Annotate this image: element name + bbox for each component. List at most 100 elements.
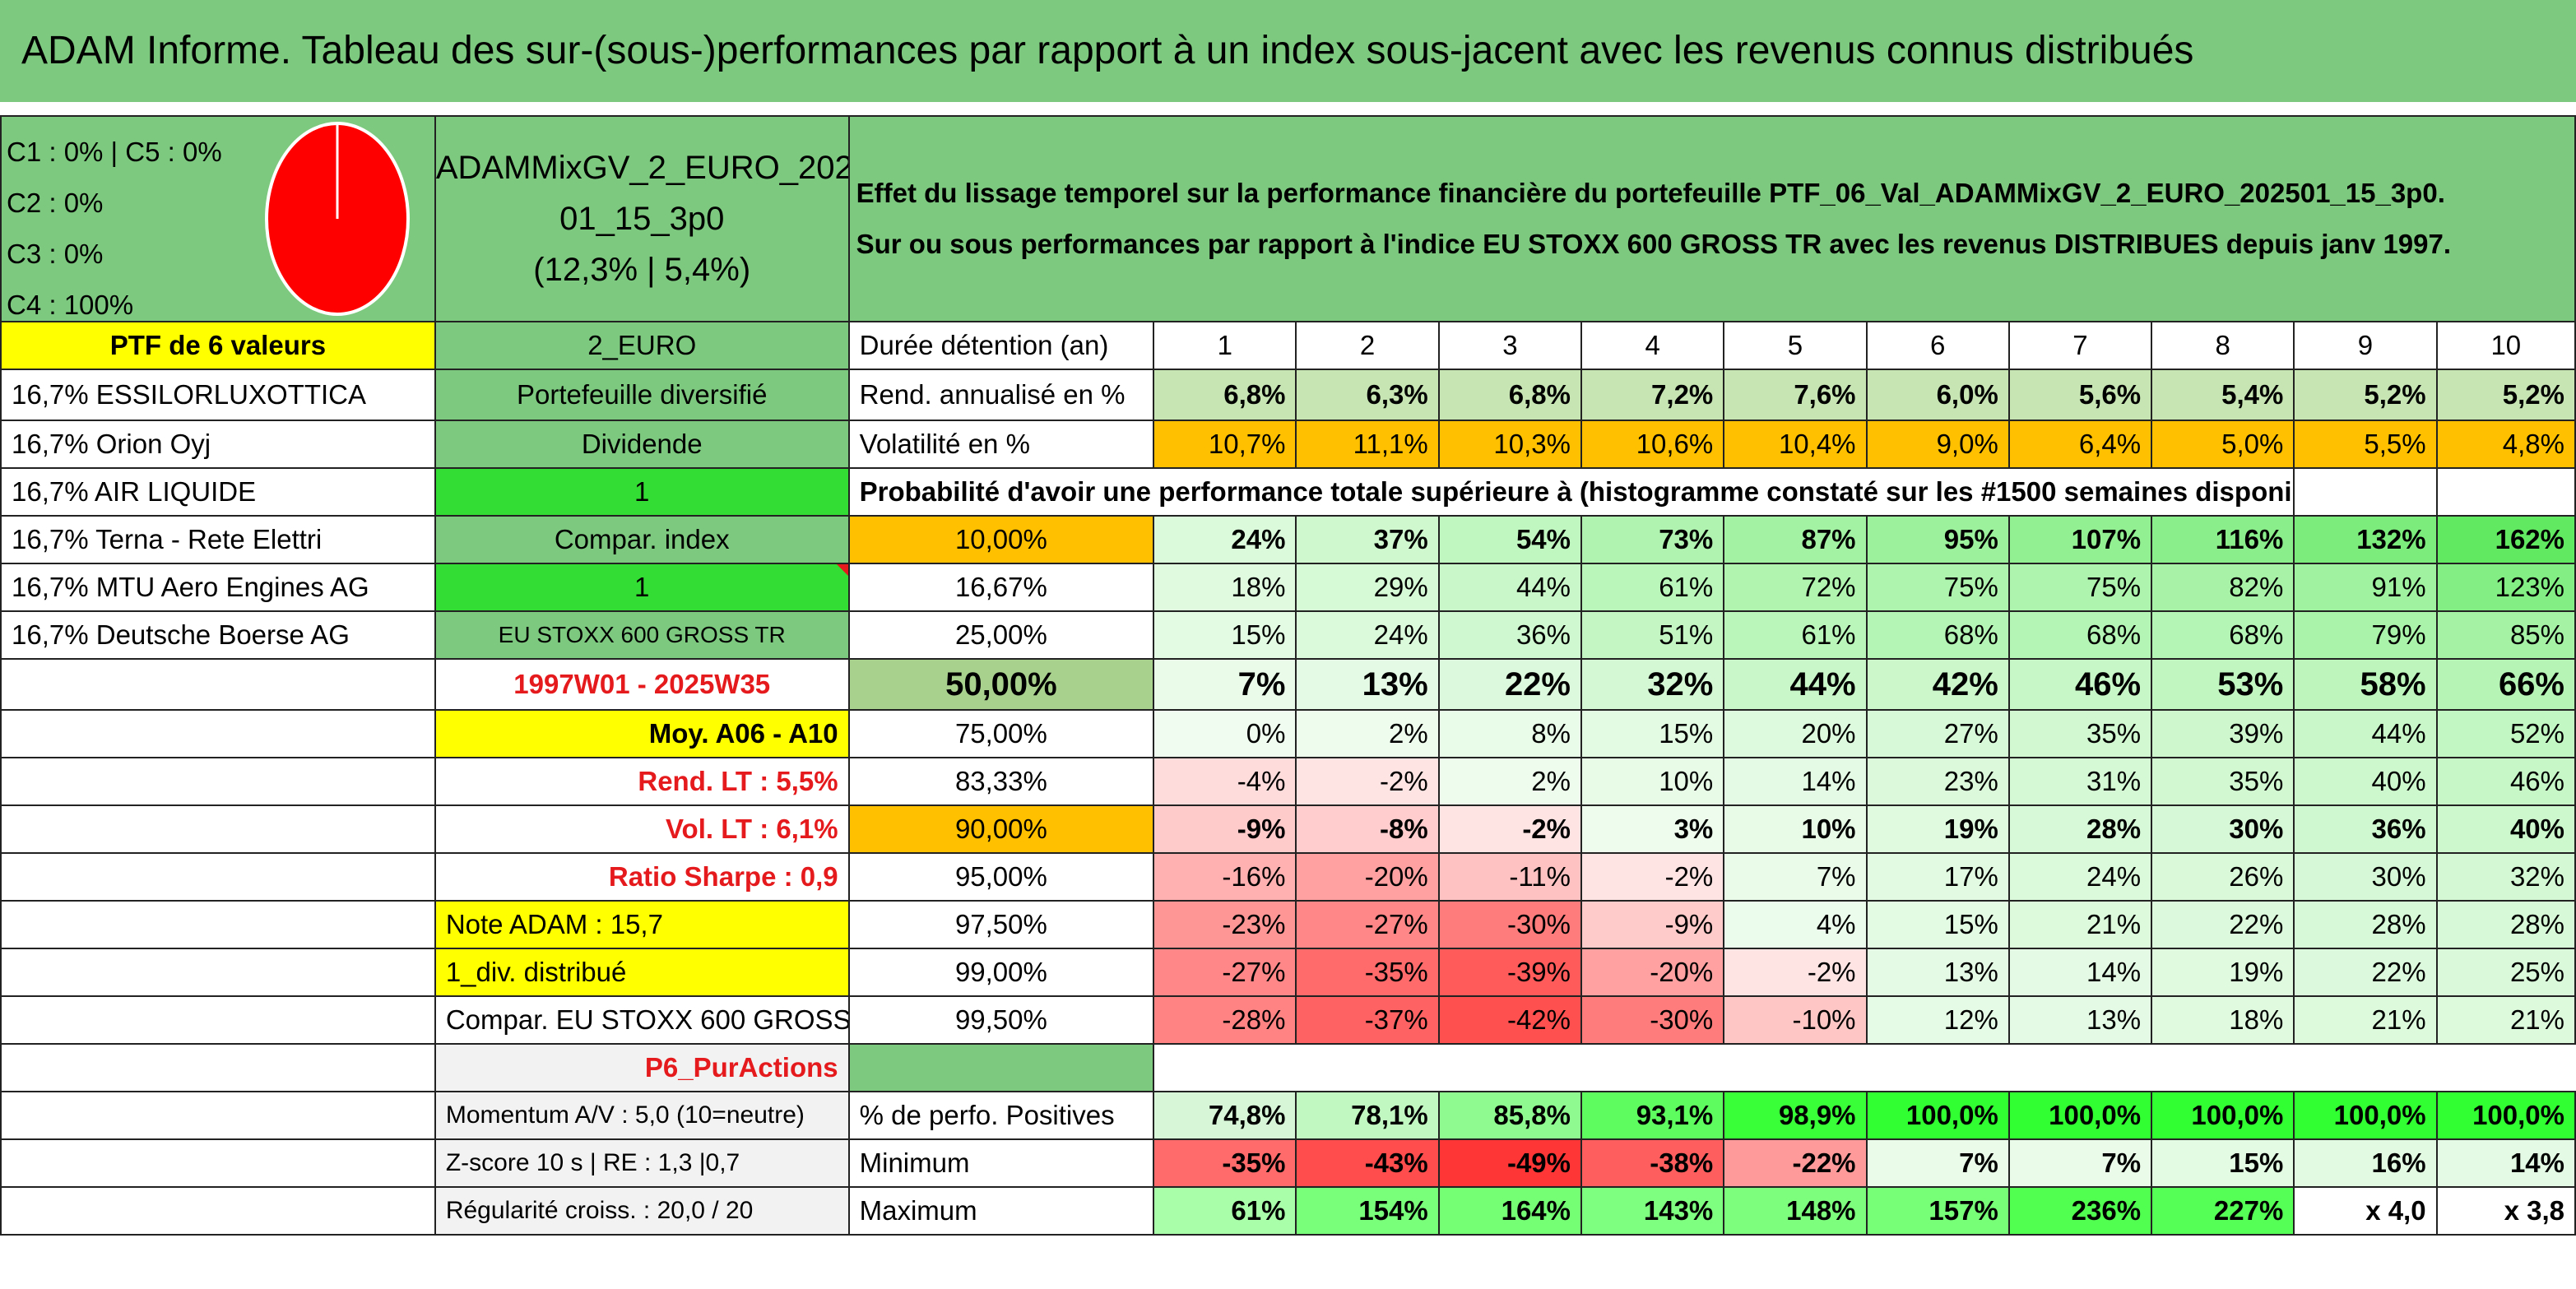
quantile-value: 46% [2435, 757, 2576, 806]
quantile-value: 17% [1865, 852, 2010, 902]
quantile-value: 73% [1580, 515, 1725, 564]
quantile-value: 29% [1295, 563, 1440, 612]
quantile-value: 22% [2293, 948, 2438, 997]
empty-cell [0, 1138, 436, 1188]
quantile-value: 12% [1865, 995, 2010, 1045]
quantile-label: 75,00% [847, 709, 1155, 758]
quantile-value: -27% [1295, 900, 1440, 949]
min-value: -35% [1153, 1138, 1297, 1188]
quantile-value: 123% [2435, 563, 2576, 612]
zscore-label: Z-score 10 s | RE : 1,3 |0,7 [434, 1138, 850, 1188]
pos-value: 100,0% [2151, 1091, 2295, 1140]
quantile-value: 61% [1580, 563, 1725, 612]
sharpe-label: Ratio Sharpe : 0,9 [434, 852, 850, 902]
max-value: x 4,0 [2293, 1186, 2438, 1236]
quantile-value: -23% [1153, 900, 1297, 949]
quantile-value: 42% [1865, 658, 2010, 711]
quantile-value: -35% [1295, 948, 1440, 997]
quantile-value: 132% [2293, 515, 2438, 564]
quantile-value: 68% [1865, 610, 2010, 660]
min-value: 7% [2007, 1138, 2153, 1188]
quantile-value: 14% [2007, 948, 2153, 997]
year-header: 1 [1153, 321, 1297, 370]
rend-label: Rend. annualisé en % [847, 369, 1155, 421]
rend-value: 6,8% [1153, 369, 1297, 421]
max-value: 148% [1723, 1186, 1868, 1236]
max-value: 61% [1153, 1186, 1297, 1236]
quantile-value: 31% [2007, 757, 2153, 806]
quantile-value: 15% [1153, 610, 1297, 660]
quantile-value: 44% [1723, 658, 1868, 711]
min-label: Minimum [847, 1138, 1155, 1188]
quantile-value: -42% [1437, 995, 1583, 1045]
pos-value: 100,0% [1865, 1091, 2010, 1140]
quantile-value: 52% [2435, 709, 2576, 758]
quantile-label: 10,00% [847, 515, 1155, 564]
quantile-value: 32% [2435, 852, 2576, 902]
min-value: 15% [2151, 1138, 2295, 1188]
quantile-value: 46% [2007, 658, 2153, 711]
pos-value: 98,9% [1723, 1091, 1868, 1140]
empty-cell [847, 1043, 1155, 1092]
quantile-value: 95% [1865, 515, 2010, 564]
quantile-value: 107% [2007, 515, 2153, 564]
quantile-value: -2% [1437, 804, 1583, 854]
quantile-value: 10% [1723, 804, 1868, 854]
quantile-value: -30% [1437, 900, 1583, 949]
title-divider [0, 102, 2576, 115]
quantile-value: 22% [2151, 900, 2295, 949]
rend-value: 6,0% [1865, 369, 2010, 421]
pos-value: 78,1% [1295, 1091, 1440, 1140]
note-label: Note ADAM : 15,7 [434, 900, 850, 949]
dividend-value: 1 [434, 467, 850, 517]
quantile-label: 97,50% [847, 900, 1155, 949]
quantile-value: 87% [1723, 515, 1868, 564]
pos-label: % de perfo. Positives [847, 1091, 1155, 1140]
quantile-value: 54% [1437, 515, 1583, 564]
quantile-value: 82% [2151, 563, 2295, 612]
year-header: 9 [2293, 321, 2438, 370]
max-value: x 3,8 [2435, 1186, 2576, 1236]
empty-cell [0, 1043, 436, 1092]
page-title: ADAM Informe. Tableau des sur-(sous-)per… [0, 0, 2576, 102]
quantile-value: 39% [2151, 709, 2295, 758]
empty-cell [0, 995, 436, 1045]
year-header: 7 [2007, 321, 2153, 370]
proba-label: Probabilité d'avoir une performance tota… [847, 467, 2295, 517]
empty-cell [0, 709, 436, 758]
min-value: 16% [2293, 1138, 2438, 1188]
quantile-value: 26% [2151, 852, 2295, 902]
max-value: 157% [1865, 1186, 2010, 1236]
quantile-value: 162% [2435, 515, 2576, 564]
quantile-value: 18% [2151, 995, 2295, 1045]
vol-value: 10,3% [1437, 420, 1583, 469]
quantile-value: 53% [2151, 658, 2295, 711]
quantile-value: 72% [1723, 563, 1868, 612]
quantile-value: 30% [2293, 852, 2438, 902]
quantile-value: 44% [2293, 709, 2438, 758]
quantile-value: 0% [1153, 709, 1297, 758]
year-header: 10 [2435, 321, 2576, 370]
quantile-value: 24% [2007, 852, 2153, 902]
quantile-value: -10% [1723, 995, 1868, 1045]
quantile-value: 19% [1865, 804, 2010, 854]
quantile-value: 10% [1580, 757, 1725, 806]
empty-cell [2293, 467, 2438, 517]
rend-value: 6,3% [1295, 369, 1440, 421]
max-value: 143% [1580, 1186, 1725, 1236]
quantile-value: -4% [1153, 757, 1297, 806]
holding-item: 16,7% Orion Oyj [0, 420, 436, 469]
quantile-value: 40% [2435, 804, 2576, 854]
pie-legend-item: C3 : 0% [7, 239, 104, 269]
rend-lt-label: Rend. LT : 5,5% [434, 757, 850, 806]
year-header: 2 [1295, 321, 1440, 370]
quantile-value: -16% [1153, 852, 1297, 902]
quantile-value: 37% [1295, 515, 1440, 564]
quantile-value: 22% [1437, 658, 1583, 711]
quantile-value: -27% [1153, 948, 1297, 997]
portfolio-name-line2: 01_15_3p0 [559, 201, 725, 237]
pos-value: 74,8% [1153, 1091, 1297, 1140]
quantile-value: 21% [2293, 995, 2438, 1045]
effet-line2: Sur ou sous performances par rapport à l… [856, 229, 2452, 259]
empty-cell [0, 757, 436, 806]
